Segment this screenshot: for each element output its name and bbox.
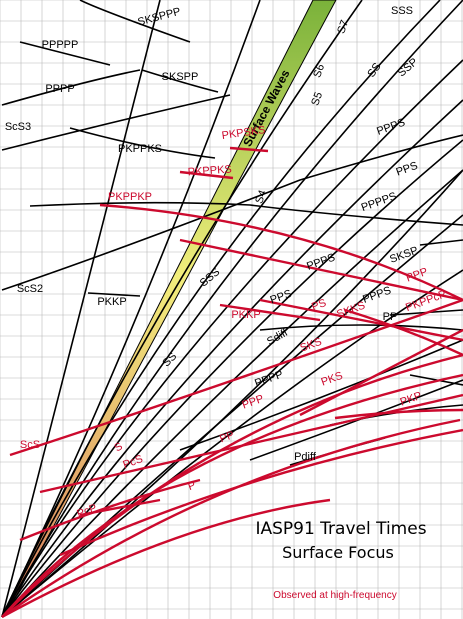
black-phase-curve [259,324,463,331]
phase-label-black: PKKP [97,296,126,308]
phase-label-black: ScS3 [5,121,31,133]
red-phase-curve [59,428,463,557]
phase-label-red: ScS [20,439,40,451]
black-phase-curve [1,0,441,618]
red-phase-curve [99,203,463,302]
red-phase-curves [1,146,463,619]
red-phase-curve [19,478,201,542]
black-phase-curve [87,292,141,297]
black-phase-curve [1,59,463,618]
black-phase-curve [1,169,463,618]
red-phase-curve [39,393,463,494]
phase-label-black: PP [383,311,398,323]
black-phase-curve [1,134,463,291]
black-phase-curve [1,0,363,618]
phase-label-black: SKSPP [162,71,199,83]
phase-label-black: PPPP [45,83,74,95]
red-phase-curve [1,498,331,619]
black-phase-curve [79,0,191,43]
red-phase-curve [1,418,461,618]
red-phase-curve [1,373,463,618]
black-phase-curve [1,94,231,151]
chart-title: IASP91 Travel Times [255,519,426,539]
red-phase-curve [179,238,463,302]
black-phase-curve [1,99,463,618]
phase-label-red: PKPPKS [187,163,232,178]
phase-label-black: ScS2 [17,283,43,295]
black-phase-curve [29,201,463,226]
red-phase-curve [179,170,234,180]
red-phase-curve [229,146,269,153]
phase-label-black: Pdiff [294,451,317,463]
black-phase-curve [179,339,463,451]
black-phase-curve [141,69,219,93]
red-phase-curve [259,298,463,342]
chart-subtitle: Surface Focus [282,543,394,562]
phase-label-red: P [186,479,197,493]
black-phase-curve [1,269,463,618]
black-phase-curve [69,127,216,159]
phase-label-black: S4 [253,189,269,206]
phase-label-black: PKPPKS [118,143,162,155]
black-phase-curve [1,0,161,618]
red-phase-curve [9,298,463,457]
phase-label-black: S5 [309,91,325,108]
phase-label-red: PKPPKP [108,191,152,203]
black-phase-curve [1,69,141,106]
black-phase-curve [419,239,463,246]
phase-label-red: PKKP [231,309,260,321]
phase-label-black: S6 [311,63,327,80]
black-phase-curve [1,139,463,618]
black-phase-curve [19,41,111,66]
red-phase-curve [344,308,463,357]
red-phase-curve [299,328,463,417]
high-frequency-note: Observed at high-frequency [273,590,396,601]
red-phase-curve [219,303,321,322]
phase-label-black: PPPPP [42,39,79,51]
phase-label-red: PP [218,429,236,445]
phase-labels: SKSPPPPPPPPPPPPSKSPPScS3PKPPKSS4S5S6S7SS… [5,5,448,520]
red-phase-curve [334,408,463,420]
phase-label-black: S7 [335,19,351,36]
phase-label-red: PS [310,297,328,313]
phase-label-black: SSS [391,5,413,17]
red-phase-curve [1,353,463,618]
